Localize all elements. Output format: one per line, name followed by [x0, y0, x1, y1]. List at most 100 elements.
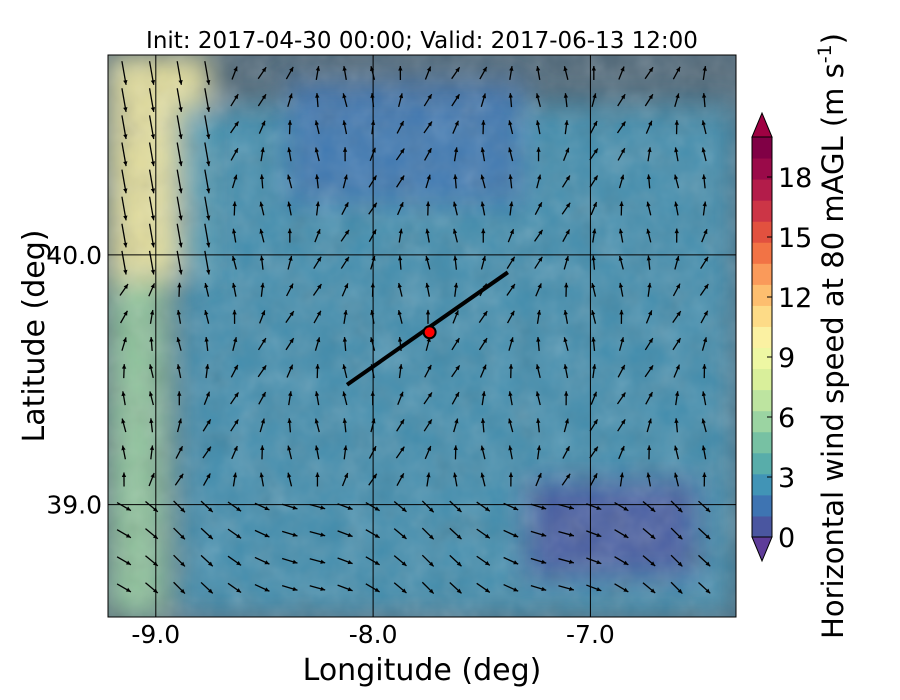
colorbar-tick-label: 12 — [778, 283, 812, 314]
wind-vector — [395, 446, 405, 459]
wind-vector — [591, 93, 597, 108]
wind-vector — [423, 419, 433, 432]
colorbar-tick-label: 3 — [778, 463, 795, 494]
wind-vector — [508, 147, 514, 162]
wind-vector — [281, 530, 298, 537]
wind-vector — [564, 391, 569, 406]
wind-vector — [645, 120, 653, 134]
wind-vector — [426, 472, 431, 487]
wind-vector — [563, 337, 569, 351]
wind-vector — [204, 142, 211, 167]
wind-vector — [230, 147, 239, 161]
wind-vector — [674, 147, 679, 162]
colorbar-tick-label: 18 — [778, 163, 812, 194]
colorbar-level — [752, 242, 772, 264]
wind-vector — [421, 527, 435, 540]
wind-vector — [590, 391, 598, 405]
wind-vector — [508, 445, 513, 460]
wind-vector — [176, 337, 182, 351]
wind-vector — [590, 201, 598, 216]
wind-vector — [286, 364, 294, 378]
wind-vector — [315, 174, 320, 189]
wind-vector — [287, 472, 293, 487]
wind-vector — [177, 282, 182, 297]
wind-vector — [591, 255, 596, 270]
wind-vector — [589, 120, 598, 134]
wind-vector — [646, 228, 652, 243]
chart-title: Init: 2017-04-30 00:00; Valid: 2017-06-1… — [146, 28, 698, 54]
x-axis-ticks: -9.0 -8.0 -7.0 — [131, 620, 614, 649]
wind-vector — [702, 201, 707, 216]
wind-vector — [121, 418, 127, 433]
wind-vector — [204, 88, 211, 113]
wind-vector — [177, 391, 182, 406]
wind-field-texture — [108, 55, 736, 617]
wind-vector — [672, 310, 682, 324]
wind-vector — [674, 391, 680, 406]
wind-vector — [642, 555, 656, 567]
wind-vector — [480, 174, 486, 189]
wind-vector — [561, 175, 571, 188]
wind-vector — [231, 174, 238, 189]
wind-vector — [558, 503, 575, 510]
wind-vector — [230, 419, 239, 432]
wind-vector — [396, 201, 404, 216]
wind-vector — [120, 310, 128, 324]
colorbar-level — [752, 284, 772, 306]
wind-vector — [393, 582, 407, 594]
wind-vector — [285, 310, 295, 324]
wind-vector — [674, 445, 680, 460]
wind-vector — [646, 418, 652, 433]
wind-vector — [396, 120, 405, 134]
wind-vector — [453, 174, 458, 189]
wind-vector — [644, 66, 654, 80]
wind-vector — [618, 228, 624, 243]
wind-vector — [121, 337, 127, 351]
wind-vector — [116, 583, 132, 593]
wind-vector — [231, 255, 237, 270]
colorbar-level — [752, 410, 772, 433]
wind-vector — [646, 445, 652, 460]
plot-frame — [107, 54, 737, 618]
wind-vector — [342, 418, 347, 433]
colorbar-level — [752, 494, 772, 517]
colorbar-level — [752, 200, 772, 222]
wind-vector — [563, 364, 569, 379]
wind-vector — [342, 174, 348, 189]
wind-vector — [452, 310, 459, 324]
wind-vector — [314, 445, 320, 460]
wind-vector — [616, 392, 626, 405]
wind-vector — [536, 147, 541, 162]
y-tick-label: 39.0 — [46, 491, 102, 520]
wind-vector — [614, 556, 629, 566]
wind-vector — [257, 93, 267, 107]
wind-vector — [200, 500, 214, 513]
wind-vector — [508, 391, 513, 406]
wind-vector — [148, 223, 156, 248]
wind-vector — [121, 169, 128, 194]
wind-vector — [393, 528, 407, 540]
wind-vector — [619, 309, 624, 324]
wind-vector — [259, 201, 265, 216]
wind-vector — [701, 337, 708, 351]
wind-vector — [536, 445, 542, 460]
wind-vector — [231, 282, 237, 297]
wind-vector — [480, 418, 486, 433]
wind-vector — [506, 256, 516, 269]
wind-vector — [343, 445, 348, 460]
colorbar-tick-label: 9 — [778, 343, 795, 374]
wind-vector — [423, 93, 433, 107]
wind-vector — [646, 472, 652, 487]
wind-vector — [254, 583, 270, 592]
wind-vector — [287, 255, 293, 270]
wind-vector — [424, 66, 432, 80]
wind-vector — [453, 418, 459, 433]
wind-vector — [341, 283, 349, 297]
wind-vector — [530, 584, 547, 591]
gridlines — [108, 55, 736, 617]
wind-vector — [535, 65, 541, 81]
wind-vector — [227, 528, 242, 539]
wind-vector — [702, 364, 707, 379]
colorbar-level — [752, 263, 772, 285]
wind-vector — [670, 500, 683, 513]
